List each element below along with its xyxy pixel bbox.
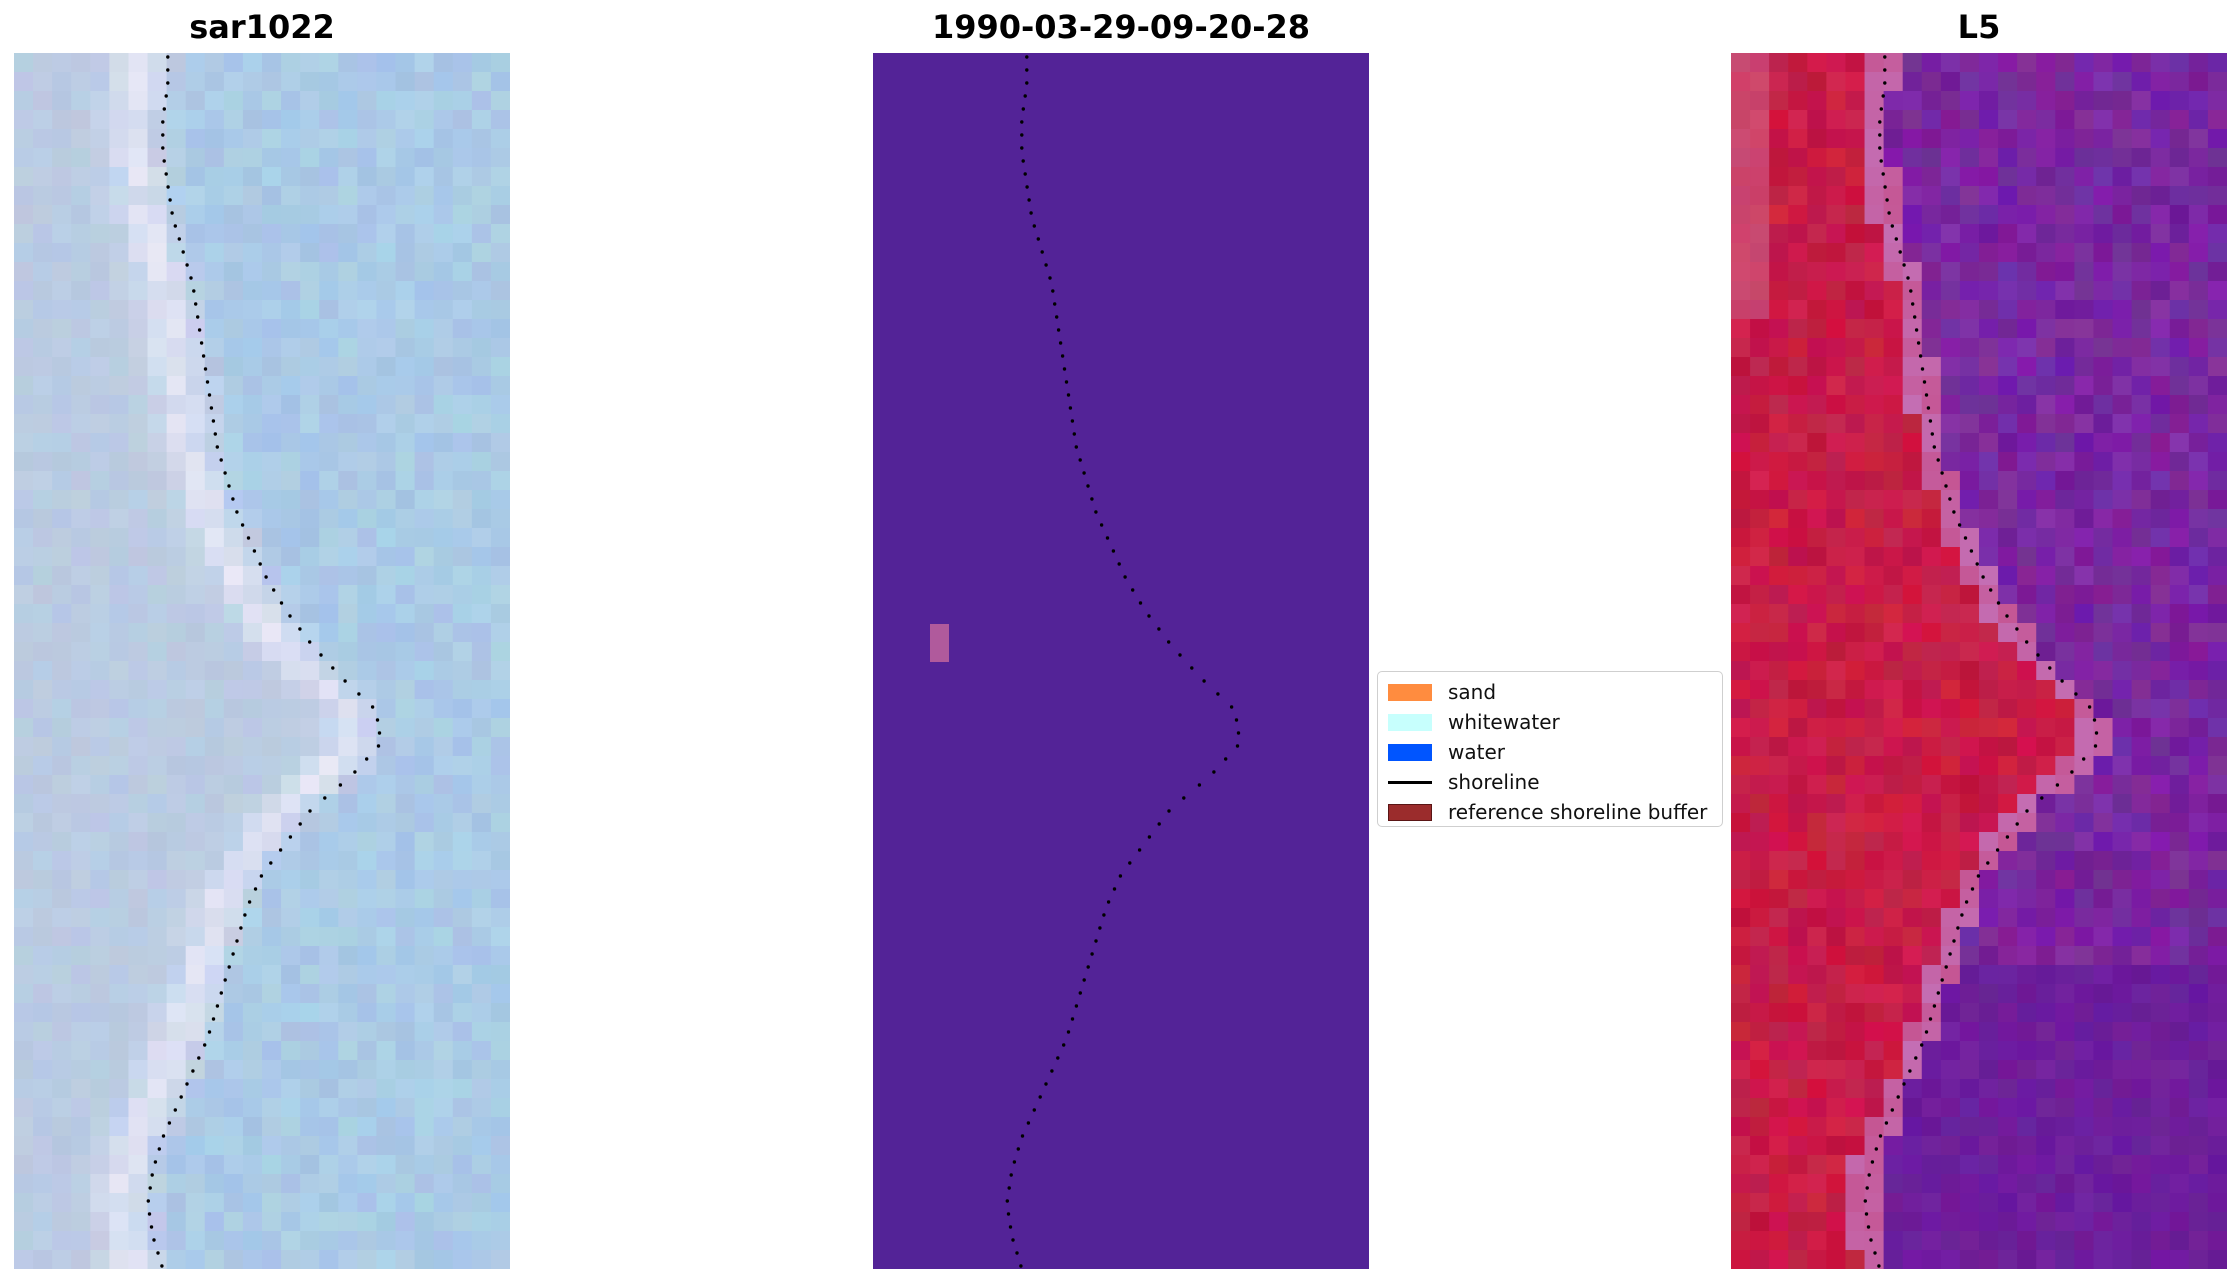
shoreline-dots <box>1005 55 1241 1268</box>
legend-label-reference-buffer: reference shoreline buffer <box>1448 800 1708 824</box>
shoreline-dots <box>146 55 382 1268</box>
legend-label-water: water <box>1448 740 1505 764</box>
index-image <box>1731 53 2227 1269</box>
legend-swatch-sand <box>1388 683 1432 701</box>
legend-item-reference-buffer: reference shoreline buffer <box>1388 800 1708 824</box>
legend: sand whitewater water shoreline referenc… <box>1377 671 1723 827</box>
legend-swatch-water <box>1388 743 1432 761</box>
legend-item-sand: sand <box>1388 680 1497 704</box>
panel-title-classified: 1990-03-29-09-20-28 <box>931 8 1311 46</box>
legend-swatch-whitewater <box>1388 713 1432 731</box>
legend-item-whitewater: whitewater <box>1388 710 1560 734</box>
legend-swatch-reference-buffer <box>1388 803 1432 821</box>
legend-label-shoreline: shoreline <box>1448 770 1540 794</box>
legend-item-shoreline: shoreline <box>1388 770 1540 794</box>
legend-label-sand: sand <box>1448 680 1497 704</box>
shoreline-dots <box>1863 55 2099 1268</box>
classified-image <box>873 53 1369 1269</box>
panel-title-index: L5 <box>1957 8 2001 46</box>
legend-swatch-shoreline <box>1388 780 1432 784</box>
rgb-image <box>14 53 510 1269</box>
panel-title-rgb: sar1022 <box>189 8 335 46</box>
legend-item-water: water <box>1388 740 1505 764</box>
legend-label-whitewater: whitewater <box>1448 710 1560 734</box>
